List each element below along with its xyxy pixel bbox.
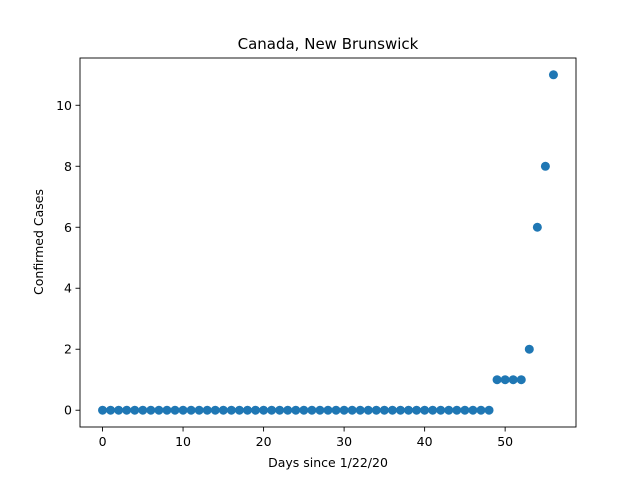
data-point (548, 70, 558, 80)
data-point (114, 405, 124, 415)
data-point (339, 405, 349, 415)
data-point (130, 405, 140, 415)
plot-frame (79, 57, 577, 428)
data-point (532, 222, 542, 232)
data-point (404, 405, 414, 415)
data-point (275, 405, 285, 415)
data-point (331, 405, 341, 415)
data-point (98, 405, 108, 415)
data-point (476, 405, 486, 415)
data-point (242, 405, 252, 415)
y-tick-label: 8 (64, 159, 72, 174)
x-tick-label: 0 (99, 434, 107, 449)
data-point (387, 405, 397, 415)
data-point (395, 405, 405, 415)
data-point (355, 405, 365, 415)
data-point (428, 405, 438, 415)
data-point (162, 405, 172, 415)
data-point (307, 405, 317, 415)
data-point (540, 161, 550, 171)
y-tick-label: 6 (64, 220, 72, 235)
data-point (267, 405, 277, 415)
data-point (122, 405, 132, 415)
x-axis: 0 10 20 30 40 50 (99, 427, 513, 449)
data-point (299, 405, 309, 415)
data-point (259, 405, 269, 415)
y-tick-label: 0 (64, 403, 72, 418)
data-point (500, 375, 510, 385)
x-tick-label: 20 (256, 434, 272, 449)
data-point (234, 405, 244, 415)
x-axis-label: Days since 1/22/20 (268, 455, 388, 470)
data-point (363, 405, 373, 415)
data-point (468, 405, 478, 415)
data-point (379, 405, 389, 415)
data-point (420, 405, 430, 415)
data-point (251, 405, 261, 415)
data-points (98, 70, 558, 415)
data-point (154, 405, 164, 415)
data-point (283, 405, 293, 415)
y-tick-label: 2 (64, 342, 72, 357)
y-axis: 0 2 4 6 8 10 (56, 98, 80, 418)
data-point (186, 405, 196, 415)
data-point (371, 405, 381, 415)
data-point (106, 405, 116, 415)
x-tick-label: 10 (175, 434, 191, 449)
data-point (202, 405, 212, 415)
data-point (436, 405, 446, 415)
data-point (146, 405, 156, 415)
data-point (323, 405, 333, 415)
chart-title: Canada, New Brunswick (238, 35, 419, 53)
data-point (226, 405, 236, 415)
x-tick-label: 30 (336, 434, 352, 449)
data-point (492, 375, 502, 385)
data-point (444, 405, 454, 415)
y-axis-label: Confirmed Cases (31, 189, 46, 295)
data-point (291, 405, 301, 415)
x-tick-label: 40 (417, 434, 433, 449)
data-point (412, 405, 422, 415)
y-tick-label: 10 (56, 98, 72, 113)
data-point (138, 405, 148, 415)
y-tick-label: 4 (64, 281, 72, 296)
data-point (194, 405, 204, 415)
data-point (516, 375, 526, 385)
data-point (508, 375, 518, 385)
x-tick-label: 50 (497, 434, 513, 449)
data-point (178, 405, 188, 415)
data-point (484, 405, 494, 415)
data-point (524, 344, 534, 354)
data-point (210, 405, 220, 415)
data-point (452, 405, 462, 415)
data-point (315, 405, 325, 415)
data-point (347, 405, 357, 415)
data-point (170, 405, 180, 415)
data-point (460, 405, 470, 415)
data-point (218, 405, 228, 415)
